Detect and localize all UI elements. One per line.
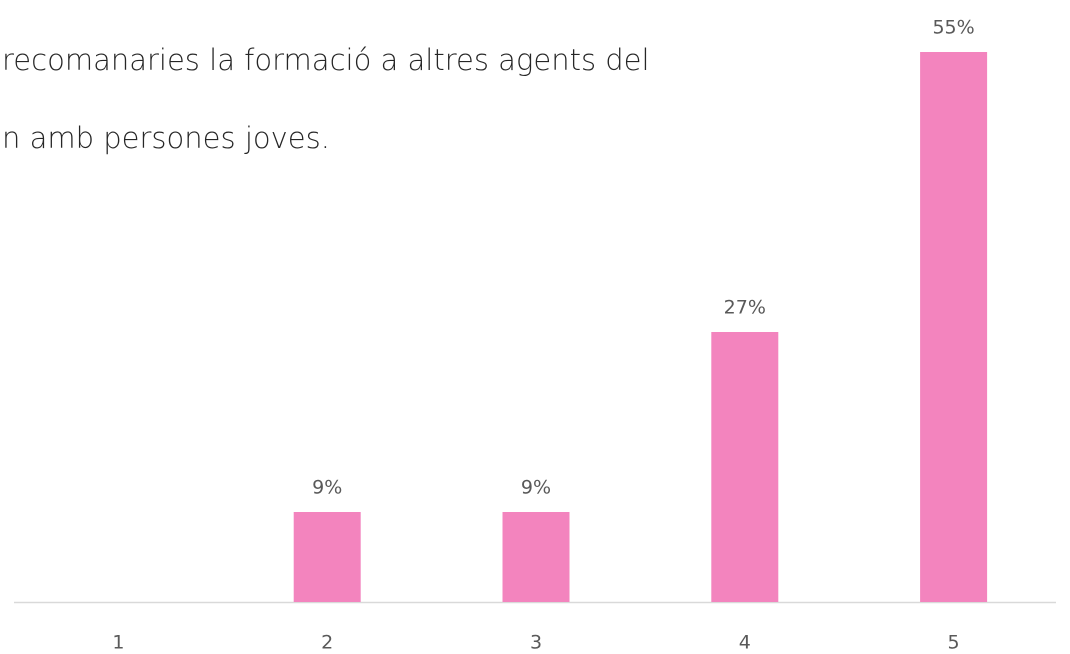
bar	[293, 512, 361, 602]
x-tick-label: 1	[112, 632, 124, 654]
bar	[502, 512, 570, 602]
bar	[711, 332, 779, 602]
chart-title: recomanaries la formació a altres agents…	[2, 43, 650, 77]
data-label: 55%	[932, 17, 974, 39]
x-tick-label: 4	[739, 632, 751, 654]
x-tick-label: 2	[321, 632, 333, 654]
chart-title: n amb persones joves.	[2, 121, 330, 155]
x-tick-label: 5	[948, 632, 960, 654]
x-tick-label: 3	[530, 632, 542, 654]
data-label: 27%	[724, 297, 766, 319]
data-label: 9%	[312, 477, 342, 499]
bar	[920, 52, 988, 602]
data-label: 9%	[521, 477, 551, 499]
